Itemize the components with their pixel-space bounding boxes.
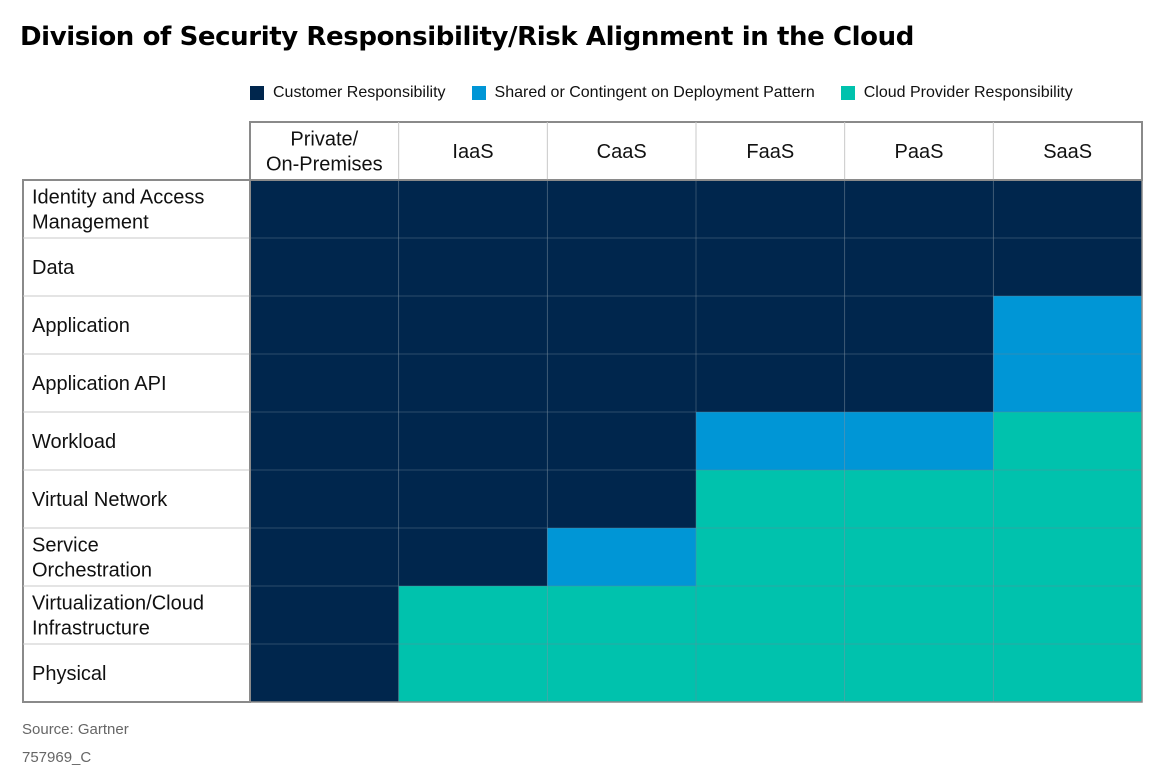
matrix-cell-r2-c1 xyxy=(398,296,548,354)
column-header-5: SaaS xyxy=(1043,141,1092,163)
legend-label-shared: Shared or Contingent on Deployment Patte… xyxy=(494,84,815,101)
column-header-3: FaaS xyxy=(746,141,794,163)
matrix-cell-r6-c3 xyxy=(696,528,845,586)
matrix-cell-r5-c4 xyxy=(844,470,994,528)
matrix-cell-r7-c5 xyxy=(993,586,1142,644)
legend-item-customer: Customer Responsibility xyxy=(250,84,446,102)
matrix-cell-r4-c1 xyxy=(398,412,548,470)
matrix-cell-r0-c4 xyxy=(844,180,994,238)
column-header-2: CaaS xyxy=(597,141,647,163)
matrix-cell-r6-c1 xyxy=(398,528,548,586)
matrix-cell-r0-c2 xyxy=(547,180,696,238)
legend-label-customer: Customer Responsibility xyxy=(273,84,446,101)
matrix-cell-r6-c0 xyxy=(250,528,399,586)
matrix-cell-r8-c5 xyxy=(993,644,1142,702)
matrix-cell-r8-c0 xyxy=(250,644,399,702)
matrix-cell-r1-c1 xyxy=(398,238,548,296)
matrix-cell-r2-c5 xyxy=(993,296,1142,354)
matrix-cell-r3-c5 xyxy=(993,354,1142,412)
matrix-cell-r5-c1 xyxy=(398,470,548,528)
row-label-2: Application xyxy=(32,315,130,337)
row-label-4: Workload xyxy=(32,431,116,453)
row-label-1: Data xyxy=(32,257,75,279)
legend-swatch-provider xyxy=(840,86,855,100)
legend-swatch-shared xyxy=(471,86,486,100)
legend: Customer Responsibility Shared or Contin… xyxy=(250,83,1073,103)
matrix-cell-r1-c5 xyxy=(993,238,1142,296)
matrix-cell-r3-c2 xyxy=(547,354,696,412)
column-header-1: IaaS xyxy=(452,141,493,163)
figure-id: 757969_C xyxy=(22,749,92,766)
matrix-cell-r7-c0 xyxy=(250,586,399,644)
matrix-cell-r7-c3 xyxy=(696,586,845,644)
matrix-cell-r1-c3 xyxy=(696,238,845,296)
matrix-cell-r2-c2 xyxy=(547,296,696,354)
matrix-cell-r3-c4 xyxy=(844,354,994,412)
matrix-cell-r6-c4 xyxy=(844,528,994,586)
matrix-cell-r1-c2 xyxy=(547,238,696,296)
matrix-cell-r8-c1 xyxy=(398,644,548,702)
row-label-7: Virtualization/Cloud Infrastructure xyxy=(32,593,204,640)
matrix-cell-r5-c3 xyxy=(696,470,845,528)
matrix-cell-r0-c3 xyxy=(696,180,845,238)
matrix-cell-r2-c0 xyxy=(250,296,399,354)
matrix-cell-r5-c2 xyxy=(547,470,696,528)
row-label-6: Service Orchestration xyxy=(32,535,152,582)
matrix-cell-r3-c0 xyxy=(250,354,399,412)
matrix-cell-r2-c4 xyxy=(844,296,994,354)
matrix-cell-r1-c4 xyxy=(844,238,994,296)
matrix-cell-r4-c3 xyxy=(696,412,845,470)
matrix-cell-r5-c5 xyxy=(993,470,1142,528)
row-label-8: Physical xyxy=(32,663,106,685)
matrix-cell-r0-c5 xyxy=(993,180,1142,238)
row-label-5: Virtual Network xyxy=(32,489,168,511)
column-header-4: PaaS xyxy=(895,141,944,163)
matrix-cell-r7-c1 xyxy=(398,586,548,644)
matrix-cell-r6-c5 xyxy=(993,528,1142,586)
legend-item-provider: Cloud Provider Responsibility xyxy=(840,84,1073,102)
matrix-cell-r6-c2 xyxy=(547,528,696,586)
matrix-border xyxy=(249,179,1143,703)
matrix-cell-r4-c4 xyxy=(844,412,994,470)
legend-item-shared: Shared or Contingent on Deployment Patte… xyxy=(471,84,815,102)
matrix-cell-r1-c0 xyxy=(250,238,399,296)
matrix-cell-r4-c0 xyxy=(250,412,399,470)
matrix-cell-r0-c1 xyxy=(398,180,548,238)
matrix-cell-r3-c1 xyxy=(398,354,548,412)
legend-swatch-customer xyxy=(250,86,264,100)
matrix-cell-r8-c2 xyxy=(547,644,696,702)
matrix-cell-r4-c2 xyxy=(547,412,696,470)
matrix-cell-r0-c0 xyxy=(250,180,399,238)
matrix-cell-r2-c3 xyxy=(696,296,845,354)
matrix-cell-r7-c2 xyxy=(547,586,696,644)
matrix-cell-r7-c4 xyxy=(844,586,994,644)
source-note: Source: Gartner xyxy=(22,721,129,738)
chart-title: Division of Security Responsibility/Risk… xyxy=(20,22,914,52)
matrix-cell-r3-c3 xyxy=(696,354,845,412)
matrix-cell-r5-c0 xyxy=(250,470,399,528)
matrix-cell-r8-c4 xyxy=(844,644,994,702)
matrix-cell-r4-c5 xyxy=(993,412,1142,470)
row-label-0: Identity and Access Management xyxy=(32,187,204,234)
column-header-0: Private/On-Premises xyxy=(266,129,383,176)
legend-label-provider: Cloud Provider Responsibility xyxy=(863,84,1073,101)
matrix-cell-r8-c3 xyxy=(696,644,845,702)
row-label-3: Application API xyxy=(32,373,167,395)
